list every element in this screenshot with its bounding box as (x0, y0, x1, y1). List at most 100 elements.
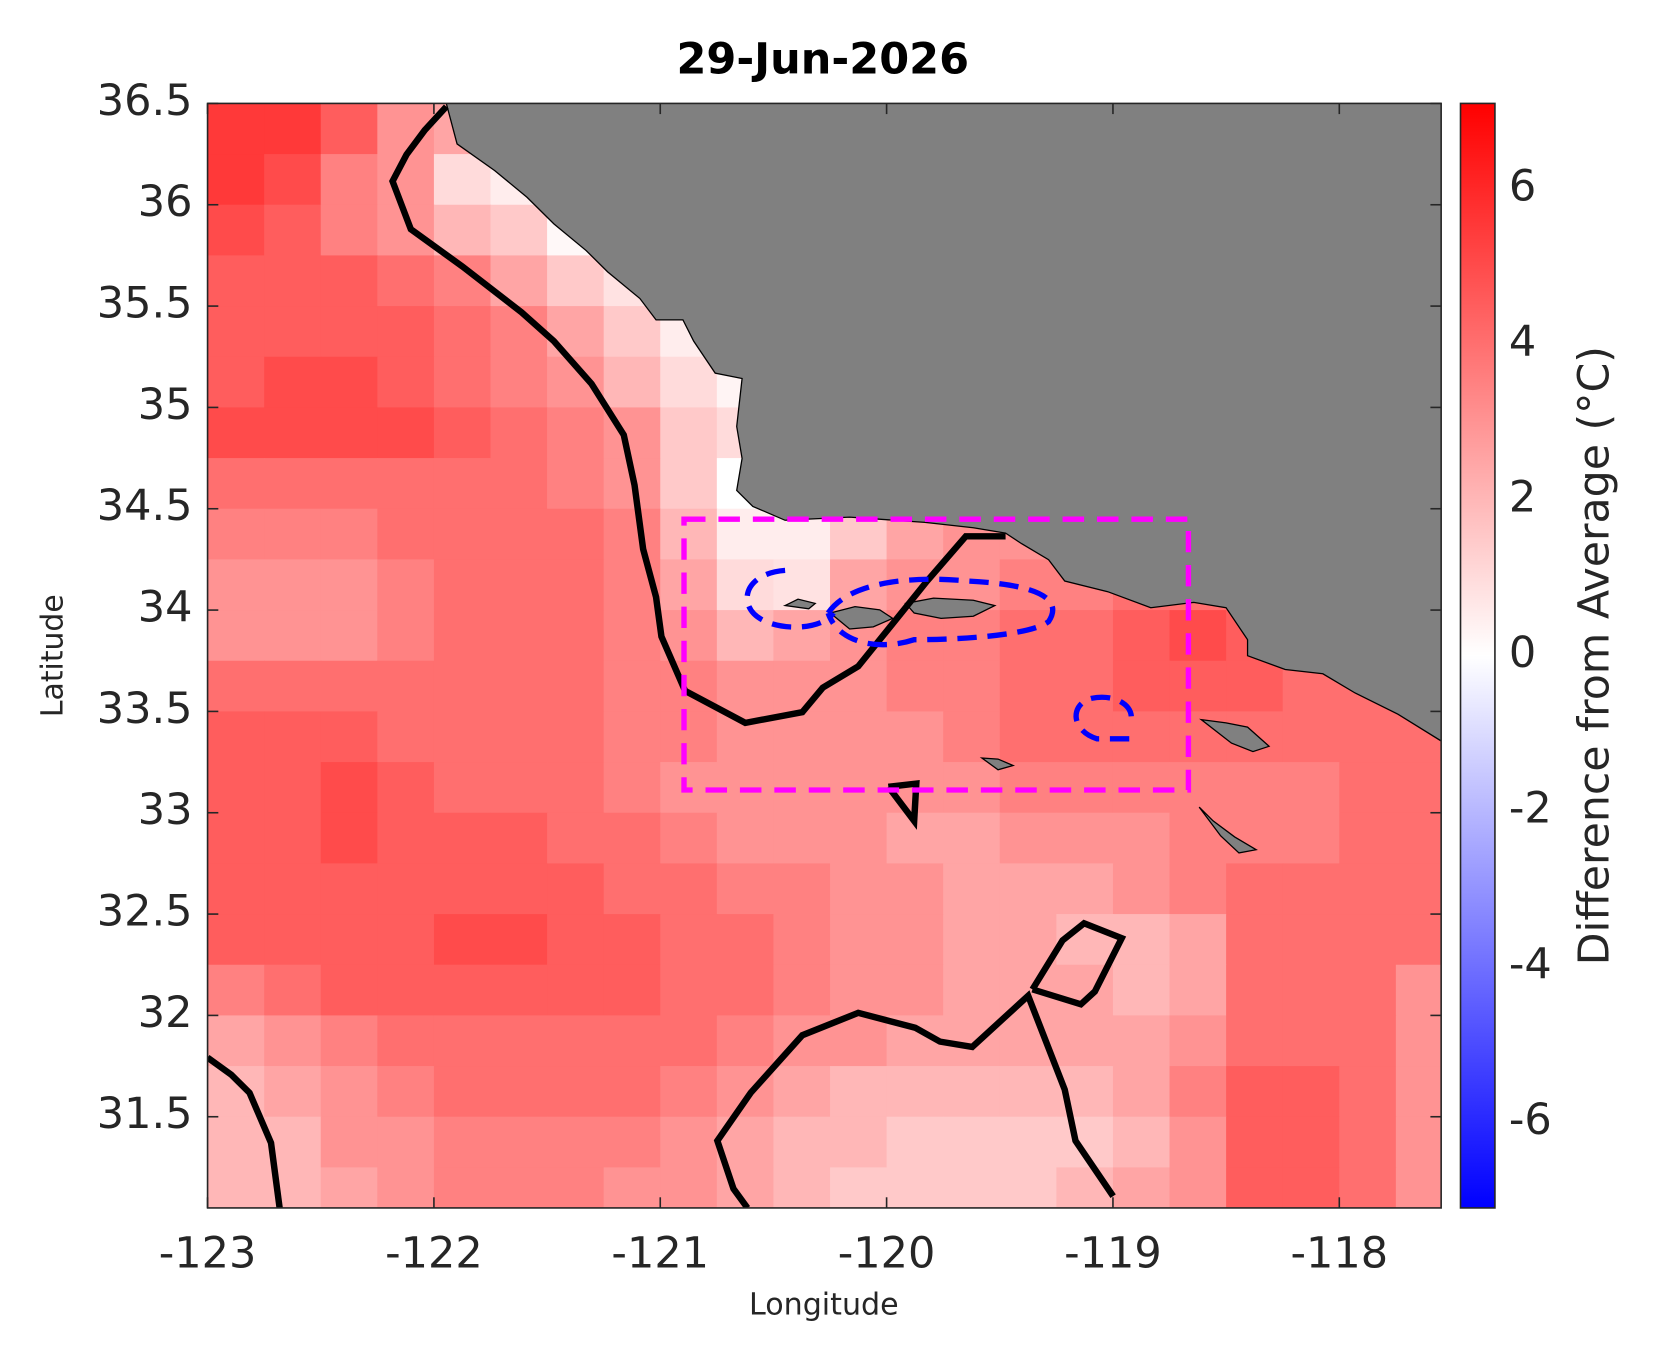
heatmap-cell (1169, 863, 1227, 915)
heatmap-cell (1226, 1116, 1284, 1169)
x-tick-label: -120 (838, 1229, 936, 1279)
heatmap-cell (660, 508, 718, 561)
heatmap-cell (433, 407, 492, 459)
heatmap-cell (773, 711, 831, 763)
heatmap-cell (377, 812, 435, 865)
heatmap-cell (1056, 610, 1114, 662)
heatmap-cell (433, 1116, 492, 1169)
heatmap-cell (660, 812, 718, 865)
heatmap-cell (1112, 964, 1171, 1017)
colorbar-tick-label: 6 (1509, 162, 1536, 212)
heatmap-cell (320, 1167, 378, 1208)
heatmap-cell (1056, 1015, 1114, 1067)
heatmap-cell (1226, 914, 1284, 966)
heatmap-cell (1339, 812, 1397, 865)
heatmap-cell (320, 660, 378, 713)
heatmap-cell (603, 812, 661, 865)
heatmap-cell (773, 1066, 831, 1118)
heatmap-cell (1395, 762, 1442, 814)
y-tick-label: 33.5 (97, 684, 193, 734)
heatmap-cell (547, 1066, 605, 1118)
heatmap-cell (660, 1015, 718, 1067)
y-tick-label: 36.5 (97, 76, 193, 126)
heatmap-cell (433, 914, 492, 966)
heatmap-cell (943, 711, 1001, 763)
colorbar (1459, 102, 1496, 1209)
axes: -123 -122 -121 -120 -119 -118 31.5 32 32.5 33 33.5… (97, 76, 1552, 1278)
heatmap-cell (377, 255, 435, 307)
heatmap-cell (1339, 1015, 1397, 1067)
heatmap-cell (603, 1015, 661, 1067)
heatmap-cell (1226, 762, 1284, 814)
heatmap-cell (603, 1167, 661, 1208)
heatmap-cell (1112, 812, 1171, 865)
heatmap-cell (490, 1167, 548, 1208)
heatmap-cell (547, 306, 605, 358)
heatmap-cell (1226, 1015, 1284, 1067)
heatmap-cell (660, 914, 718, 966)
heatmap-cell (943, 1167, 1001, 1208)
heatmap-cell (490, 964, 548, 1017)
heatmap-cell (1395, 1066, 1442, 1118)
heatmap-cell (1169, 914, 1227, 966)
heatmap-cell (490, 559, 548, 611)
heatmap-cell (490, 863, 548, 915)
heatmap-cell (547, 1167, 605, 1208)
heatmap-cell (264, 306, 322, 358)
heatmap-cell (1112, 863, 1171, 915)
heatmap-cell (207, 660, 265, 713)
heatmap-cell (830, 1015, 888, 1067)
contour-line (207, 1055, 283, 1208)
heatmap-cell (999, 964, 1058, 1017)
heatmap-cell (830, 914, 888, 966)
heatmap-cell (773, 863, 831, 915)
heatmap-cell (207, 306, 265, 358)
heatmap-cell (830, 863, 888, 915)
heatmap-cell (603, 1116, 661, 1169)
heatmap-cell (1112, 1015, 1171, 1067)
heatmap-cell (320, 407, 378, 459)
heatmap-cell (999, 711, 1058, 763)
heatmap-cell (1056, 660, 1114, 713)
heatmap-cell (830, 1116, 888, 1169)
heatmap-cell (264, 660, 322, 713)
colorbar-label: Difference from Average (°C) (1569, 346, 1619, 965)
heatmap-cell (320, 1116, 378, 1169)
heatmap-cell (320, 863, 378, 915)
heatmap-cell (433, 559, 492, 611)
heatmap-cell (1339, 1066, 1397, 1118)
heatmap-cell (1169, 660, 1227, 713)
heatmap-cell (1169, 1066, 1227, 1118)
heatmap-cell (207, 964, 265, 1017)
heatmap-cell (547, 407, 605, 459)
heatmap-cell (943, 964, 1001, 1017)
heatmap-cell (490, 1116, 548, 1169)
y-tick-label: 34.5 (97, 481, 193, 531)
heatmap-cell (207, 863, 265, 915)
plot-area (207, 103, 1442, 1208)
heatmap-cell (660, 964, 718, 1017)
heatmap-cell (207, 458, 265, 510)
chart-title: 29-Jun-2026 (676, 34, 969, 84)
heatmap-cell (660, 356, 718, 409)
heatmap-cell (830, 964, 888, 1017)
colorbar-tick-label: 0 (1509, 628, 1536, 678)
heatmap-cell (547, 1116, 605, 1169)
heatmap-cell (1395, 863, 1442, 915)
heatmap-cell (547, 458, 605, 510)
heatmap-cell (547, 508, 605, 561)
heatmap-cell (264, 711, 322, 763)
y-tick-label: 33 (138, 785, 193, 835)
heatmap-cell (999, 812, 1058, 865)
heatmap-cell (490, 204, 548, 257)
heatmap-cell (773, 964, 831, 1017)
heatmap-cell (773, 812, 831, 865)
heatmap-cell (716, 660, 775, 713)
heatmap-cell (377, 610, 435, 662)
heatmap-cell (207, 508, 265, 561)
heatmap-cell (1339, 914, 1397, 966)
heatmap-cell (1395, 1167, 1442, 1208)
heatmap-cell (999, 863, 1058, 915)
heatmap-cell (377, 356, 435, 409)
